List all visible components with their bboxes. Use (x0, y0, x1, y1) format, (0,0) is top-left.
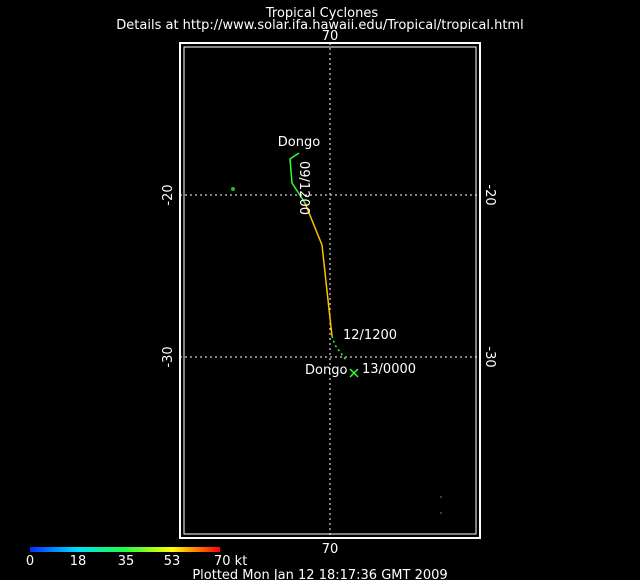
colorbar-label: 70 kt (214, 554, 247, 569)
lat-label: -20 (482, 184, 497, 205)
colorbar-label: 53 (164, 554, 181, 569)
lat-label: -20 (161, 184, 176, 205)
storm-name: Dongo (278, 135, 320, 150)
track-time: 13/0000 (362, 362, 416, 377)
subtitle: Details at http://www.solar.ifa.hawaii.e… (116, 18, 523, 33)
storm-name: Dongo (305, 363, 347, 378)
track-time: 09/1200 (296, 161, 311, 215)
colorbar (30, 547, 220, 552)
colorbar-label: 35 (118, 554, 135, 569)
storm-position (349, 368, 359, 378)
lat-label: -30 (482, 346, 497, 367)
colorbar-label: 18 (70, 554, 87, 569)
track-segment (289, 152, 306, 204)
track-segment (304, 202, 333, 337)
footer: Plotted Mon Jan 12 18:17:36 GMT 2009 (192, 568, 447, 580)
lon-label: 70 (322, 542, 339, 557)
track-time: 12/1200 (343, 328, 397, 343)
lat-label: -30 (161, 346, 176, 367)
colorbar-label: 0 (26, 554, 34, 569)
island (231, 187, 235, 191)
lon-label: 70 (322, 29, 339, 44)
title: Tropical Cyclones (265, 6, 378, 21)
